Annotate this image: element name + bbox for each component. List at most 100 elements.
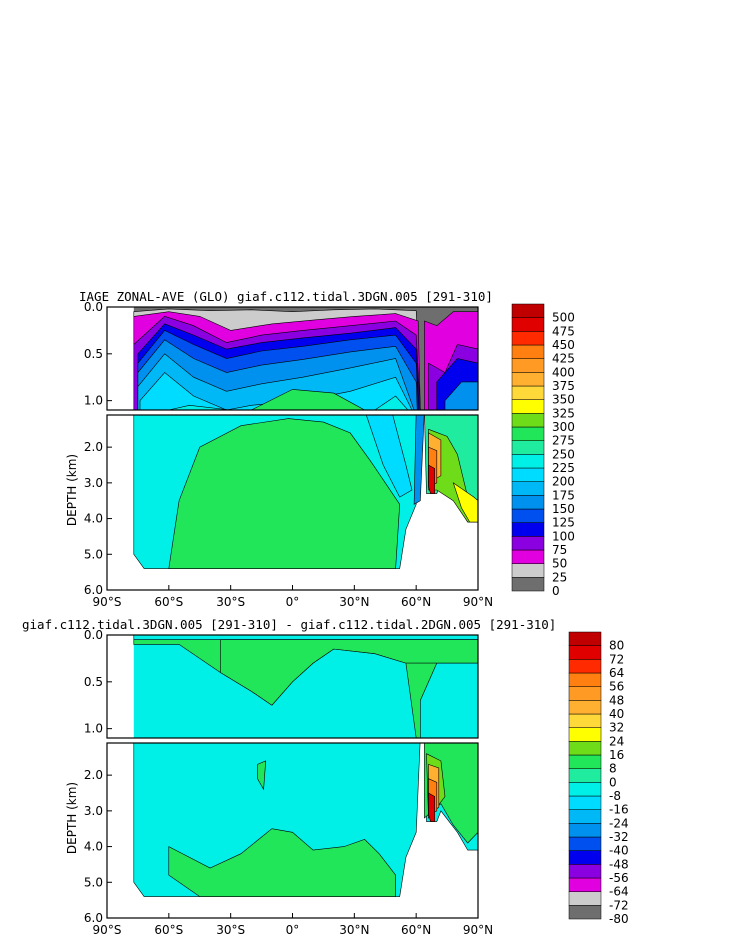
colorbar-swatch — [568, 864, 602, 879]
colorbar-swatch — [568, 700, 602, 715]
x-tick-label: 60°S — [154, 595, 183, 609]
colorbar-swatch — [568, 768, 602, 783]
colorbar-swatch — [568, 659, 602, 674]
y-tick-label: 5.0 — [84, 875, 103, 889]
y-tick-label: 6.0 — [84, 911, 103, 925]
colorbar-label: 150 — [552, 502, 575, 516]
colorbar-swatch — [568, 727, 602, 742]
colorbar-swatch — [568, 877, 602, 892]
colorbar-swatch — [568, 823, 602, 838]
upper-panel-field — [133, 635, 478, 738]
y-tick-label: 2.0 — [84, 440, 103, 454]
colorbar-label: -32 — [609, 830, 629, 844]
colorbar-label: 425 — [552, 352, 575, 366]
colorbar-swatch — [568, 782, 602, 797]
y-axis-label: DEPTH (km) — [65, 782, 79, 854]
colorbar-label: -48 — [609, 857, 629, 871]
colorbar-label: 100 — [552, 529, 575, 543]
field-band — [168, 828, 396, 897]
y-tick-label: 1.0 — [84, 722, 103, 736]
x-tick-label: 60°N — [401, 923, 431, 937]
colorbar-label: -56 — [609, 871, 629, 885]
field-band — [452, 482, 478, 523]
colorbar-swatch — [511, 508, 545, 523]
y-tick-label: 6.0 — [84, 583, 103, 597]
colorbar-swatch — [568, 836, 602, 851]
colorbar-swatch — [511, 399, 545, 414]
colorbar-swatch — [568, 850, 602, 865]
lower-panel-field — [133, 743, 478, 897]
y-tick-label: 1.0 — [84, 394, 103, 408]
colorbar-label: 0 — [609, 775, 617, 789]
y-tick-label: 0.5 — [84, 675, 103, 689]
colorbar-swatch — [568, 713, 602, 728]
x-tick-label: 0° — [286, 595, 300, 609]
x-tick-label: 30°N — [339, 923, 369, 937]
y-tick-label: 2.0 — [84, 768, 103, 782]
field-band — [168, 395, 409, 410]
colorbar-label: -8 — [609, 789, 621, 803]
y-tick-label: 0.5 — [84, 347, 103, 361]
field-band — [428, 464, 435, 494]
colorbar-label: 175 — [552, 488, 575, 502]
lower-panel-field — [133, 415, 478, 569]
colorbar-swatch — [568, 645, 602, 660]
colorbar-swatch — [511, 577, 545, 592]
colorbar-swatch — [511, 522, 545, 537]
x-tick-label: 90°S — [93, 923, 122, 937]
colorbar-label: 80 — [609, 639, 624, 653]
colorbar-swatch — [511, 536, 545, 551]
colorbar-label: -24 — [609, 816, 629, 830]
field-band — [251, 389, 365, 410]
x-tick-label: 60°N — [401, 595, 431, 609]
colorbar-label: 56 — [609, 680, 624, 694]
colorbar-label: -40 — [609, 844, 629, 858]
colorbar-label: -16 — [609, 803, 629, 817]
colorbar-swatch — [568, 631, 602, 646]
colorbar-label: 200 — [552, 475, 575, 489]
colorbar-swatch — [511, 481, 545, 496]
field-band — [365, 415, 413, 498]
colorbar-swatch — [511, 303, 545, 318]
colorbar-swatch — [511, 454, 545, 469]
colorbar-label: 0 — [552, 584, 560, 598]
x-tick-label: 30°S — [216, 595, 245, 609]
colorbar-swatch — [511, 331, 545, 346]
colorbar-label: -80 — [609, 912, 629, 926]
colorbar-swatch — [511, 372, 545, 387]
colorbar-label: 325 — [552, 406, 575, 420]
colorbar-label: 500 — [552, 311, 575, 325]
chart-title: giaf.c112.tidal.3DGN.005 [291-310] - gia… — [22, 617, 556, 632]
field-band — [168, 418, 401, 569]
colorbar-label: 450 — [552, 338, 575, 352]
colorbar-label: 24 — [609, 734, 624, 748]
chart-2 — [106, 631, 602, 920]
colorbar-swatch — [568, 905, 602, 920]
colorbar-swatch — [568, 686, 602, 701]
colorbar-label: 72 — [609, 652, 624, 666]
colorbar-label: 16 — [609, 748, 624, 762]
colorbar-label: 8 — [609, 762, 617, 776]
colorbar-swatch — [511, 317, 545, 332]
colorbar-swatch — [511, 358, 545, 373]
colorbar-swatch — [511, 413, 545, 428]
chart-1 — [106, 303, 545, 592]
x-tick-label: 90°N — [463, 595, 493, 609]
colorbar-swatch — [568, 891, 602, 906]
y-tick-label: 3.0 — [84, 804, 103, 818]
colorbar-label: 475 — [552, 324, 575, 338]
colorbar-label: 375 — [552, 379, 575, 393]
x-tick-label: 0° — [286, 923, 300, 937]
y-tick-label: 4.0 — [84, 840, 103, 854]
y-tick-label: 0.0 — [84, 300, 103, 314]
x-tick-label: 90°S — [93, 595, 122, 609]
colorbar-label: 400 — [552, 365, 575, 379]
field-band — [257, 760, 267, 791]
colorbar-swatch — [568, 795, 602, 810]
y-tick-label: 3.0 — [84, 476, 103, 490]
colorbar-label: -72 — [609, 898, 629, 912]
colorbar-swatch — [511, 344, 545, 359]
colorbar-swatch — [511, 426, 545, 441]
colorbar-label: 75 — [552, 543, 567, 557]
y-tick-label: 0.0 — [84, 628, 103, 642]
